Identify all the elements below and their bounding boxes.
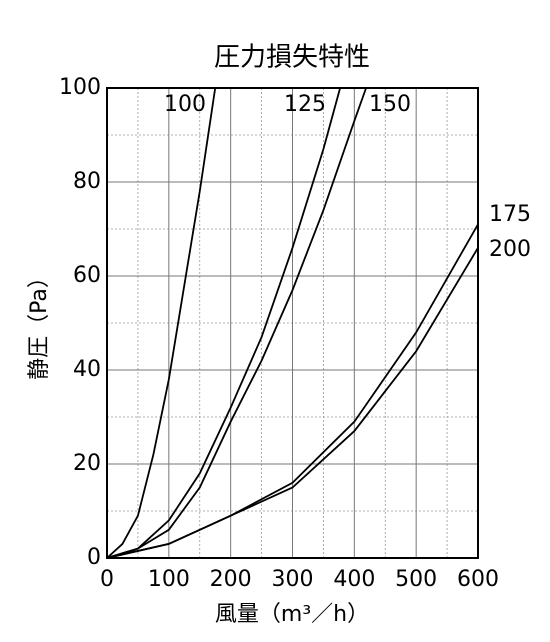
y-tick-label: 20 <box>73 451 101 476</box>
series-label: 200 <box>489 237 531 262</box>
x-tick-label: 100 <box>148 567 190 592</box>
series-line <box>106 247 479 559</box>
y-tick-label: 40 <box>73 357 101 382</box>
series-label: 100 <box>164 92 206 117</box>
x-tick-label: 0 <box>100 567 114 592</box>
series-line <box>106 87 367 559</box>
plot-frame <box>106 87 479 559</box>
x-axis-label: 風量（m³／h） <box>215 602 369 627</box>
series-label: 150 <box>369 92 411 117</box>
x-tick-label: 300 <box>272 567 314 592</box>
y-tick-label: 80 <box>73 169 101 194</box>
y-tick-label: 100 <box>59 75 101 100</box>
series-label: 175 <box>489 202 531 227</box>
series-line <box>106 87 341 559</box>
chart-title: 圧力損失特性 <box>214 43 370 73</box>
series-label: 125 <box>284 92 326 117</box>
y-axis-label: 静圧（Pa） <box>27 266 52 380</box>
x-tick-label: 500 <box>395 567 437 592</box>
x-tick-label: 200 <box>210 567 252 592</box>
x-tick-label: 400 <box>333 567 375 592</box>
y-tick-label: 0 <box>87 545 101 570</box>
series-line <box>106 87 217 559</box>
y-tick-label: 60 <box>73 263 101 288</box>
x-tick-label: 600 <box>457 567 499 592</box>
